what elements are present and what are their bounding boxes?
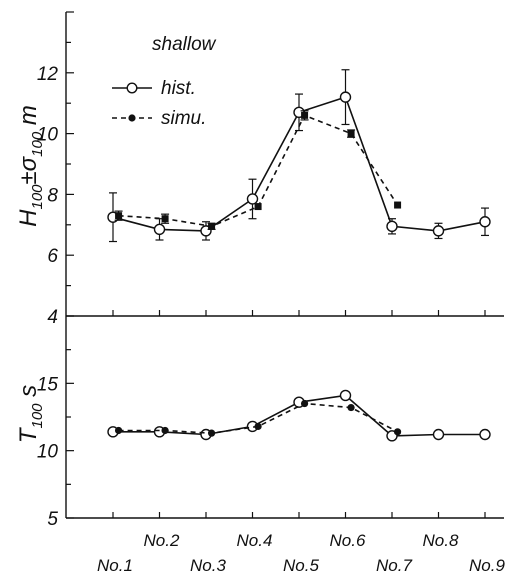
point-period-hist — [339, 389, 352, 402]
legend-label-hist: hist. — [161, 78, 196, 99]
series-height-simu — [114, 110, 402, 230]
category-label: No.9 — [469, 556, 505, 575]
axis-ticks — [66, 11, 486, 519]
legend: shallow hist. simu. — [112, 34, 217, 129]
point-height-simu — [347, 130, 355, 138]
y-tick-label-height: 4 — [47, 307, 58, 328]
category-label: No.6 — [330, 531, 366, 550]
category-label: No.4 — [237, 531, 273, 550]
legend-entry-hist: hist. — [112, 78, 196, 99]
y-tick-label-height: 12 — [37, 64, 59, 85]
point-period-simu — [393, 428, 402, 436]
point-period-hist — [479, 428, 491, 441]
point-height-simu — [161, 215, 169, 223]
legend-label-simu: simu. — [161, 108, 206, 129]
point-period-simu — [161, 426, 169, 435]
category-label: No.1 — [97, 556, 133, 575]
point-period-simu — [114, 426, 123, 435]
point-height-hist — [246, 193, 259, 205]
point-period-simu — [347, 403, 355, 412]
point-height-simu — [301, 111, 309, 119]
y-axis-title-height: H100±σ100 m — [15, 105, 46, 227]
point-period-simu — [207, 429, 216, 437]
point-period-hist — [432, 428, 445, 441]
data-series — [107, 69, 491, 442]
y-tick-label-period: 15 — [37, 374, 59, 395]
y-axis-title-period: T100 s — [15, 385, 46, 443]
series-height-hist — [107, 69, 491, 243]
y-tick-label-period: 5 — [47, 509, 58, 530]
legend-marker-hist — [126, 82, 138, 94]
legend-title: shallow — [152, 34, 217, 55]
category-label: No.7 — [376, 556, 412, 575]
point-height-simu — [394, 201, 402, 209]
category-label: No.3 — [190, 556, 226, 575]
category-label: No.8 — [423, 531, 459, 550]
category-label: No.5 — [283, 556, 319, 575]
y-tick-labels: 4 6 8 10 12 5 10 15 — [37, 64, 59, 530]
point-height-hist — [479, 216, 491, 228]
y-tick-label-height: 10 — [37, 125, 59, 146]
y-tick-label-height: 8 — [47, 185, 58, 206]
point-height-hist — [339, 91, 352, 103]
point-height-hist — [386, 220, 398, 233]
plot-frame — [65, 12, 504, 519]
category-labels: No.1 No.2 No.3 No.4 No.5 No.6 No.7 No.8 No.9 — [97, 531, 505, 575]
category-label: No.2 — [144, 531, 180, 550]
point-height-hist — [153, 223, 166, 236]
point-height-simu — [208, 222, 216, 230]
y-tick-label-height: 6 — [47, 246, 58, 267]
y-tick-label-period: 10 — [37, 442, 59, 463]
point-period-simu — [300, 399, 309, 408]
legend-marker-simu — [128, 114, 136, 122]
point-height-simu — [254, 203, 262, 211]
legend-entry-simu: simu. — [112, 108, 206, 129]
series-period-simu — [114, 399, 402, 437]
point-period-simu — [254, 422, 262, 431]
point-height-simu — [115, 212, 123, 220]
point-height-hist — [432, 225, 445, 237]
